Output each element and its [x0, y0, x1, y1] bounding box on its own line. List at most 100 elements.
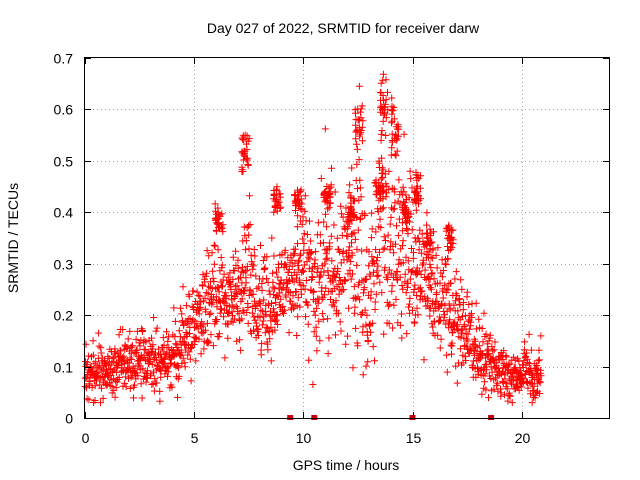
data-point — [213, 303, 221, 311]
data-point — [324, 191, 332, 199]
data-point — [372, 246, 380, 254]
data-point — [393, 268, 401, 276]
data-point — [300, 240, 308, 247]
data-point — [270, 191, 278, 199]
data-point — [244, 304, 252, 311]
data-point — [301, 207, 309, 215]
data-point — [235, 310, 243, 318]
data-point — [179, 283, 187, 291]
data-point — [263, 275, 271, 283]
data-point — [101, 360, 109, 367]
data-point — [349, 197, 357, 205]
data-point — [345, 189, 353, 197]
data-point — [392, 240, 399, 248]
data-point — [379, 105, 387, 113]
data-point — [387, 269, 395, 277]
data-point — [243, 156, 251, 164]
data-point — [142, 338, 150, 346]
data-point — [267, 317, 275, 325]
data-point — [241, 150, 248, 158]
data-point — [387, 151, 395, 159]
data-point — [163, 328, 170, 336]
data-point — [112, 384, 120, 392]
data-point — [356, 176, 364, 184]
data-point — [315, 317, 323, 325]
data-point — [417, 288, 425, 296]
data-point — [353, 245, 361, 253]
data-point — [270, 285, 278, 293]
data-point — [133, 346, 141, 354]
data-point — [122, 383, 130, 391]
data-point — [450, 319, 458, 327]
data-point — [293, 332, 301, 339]
data-point — [244, 320, 252, 327]
data-point — [232, 247, 240, 255]
data-point — [402, 191, 410, 199]
data-point — [249, 265, 257, 273]
data-point — [355, 156, 363, 164]
data-point — [463, 288, 471, 296]
data-point — [266, 335, 274, 343]
data-point — [428, 270, 436, 278]
data-point — [203, 269, 211, 277]
data-point — [204, 339, 212, 347]
data-point — [271, 204, 279, 211]
data-point — [124, 335, 132, 343]
data-point — [308, 274, 316, 281]
data-point — [214, 284, 222, 292]
data-point — [490, 346, 498, 354]
data-point — [321, 291, 328, 299]
data-point — [328, 257, 336, 265]
data-point — [165, 333, 173, 341]
data-point — [423, 241, 431, 249]
data-point — [168, 383, 176, 391]
data-point — [381, 244, 389, 252]
data-point — [427, 229, 435, 237]
data-point — [390, 205, 398, 213]
data-point — [294, 240, 301, 248]
data-point — [161, 355, 169, 363]
y-tick-label: 0.3 — [54, 257, 74, 273]
data-point — [402, 289, 410, 297]
data-point — [382, 237, 389, 244]
data-point — [294, 186, 301, 194]
data-point — [341, 277, 349, 284]
data-point — [268, 234, 276, 242]
data-point — [193, 320, 201, 328]
data-point — [117, 347, 125, 355]
data-point — [111, 393, 119, 401]
data-point — [408, 245, 415, 252]
data-point — [372, 290, 380, 298]
data-point — [257, 351, 265, 359]
data-point — [313, 269, 321, 277]
data-point — [240, 223, 248, 231]
data-point — [349, 270, 356, 278]
data-point — [446, 316, 454, 324]
data-point — [379, 245, 387, 253]
data-point — [305, 253, 312, 261]
data-point — [429, 323, 437, 331]
data-point — [399, 285, 407, 293]
data-point — [85, 396, 93, 404]
data-point — [500, 347, 508, 355]
data-point — [125, 359, 133, 367]
data-point — [380, 233, 388, 241]
data-point — [381, 264, 389, 272]
data-point — [269, 283, 277, 291]
data-point — [159, 334, 167, 342]
data-point — [497, 385, 504, 393]
y-tick-label: 0.7 — [54, 51, 74, 67]
data-point — [443, 351, 451, 359]
data-point — [446, 233, 454, 241]
data-point — [403, 330, 411, 338]
data-point — [464, 337, 472, 345]
data-point — [127, 356, 135, 363]
data-point — [240, 151, 248, 159]
data-point — [411, 281, 419, 289]
data-point — [335, 274, 343, 281]
data-point — [354, 116, 362, 124]
data-point — [399, 259, 407, 267]
data-point — [97, 349, 105, 357]
data-point — [82, 340, 90, 348]
data-point — [202, 272, 210, 280]
